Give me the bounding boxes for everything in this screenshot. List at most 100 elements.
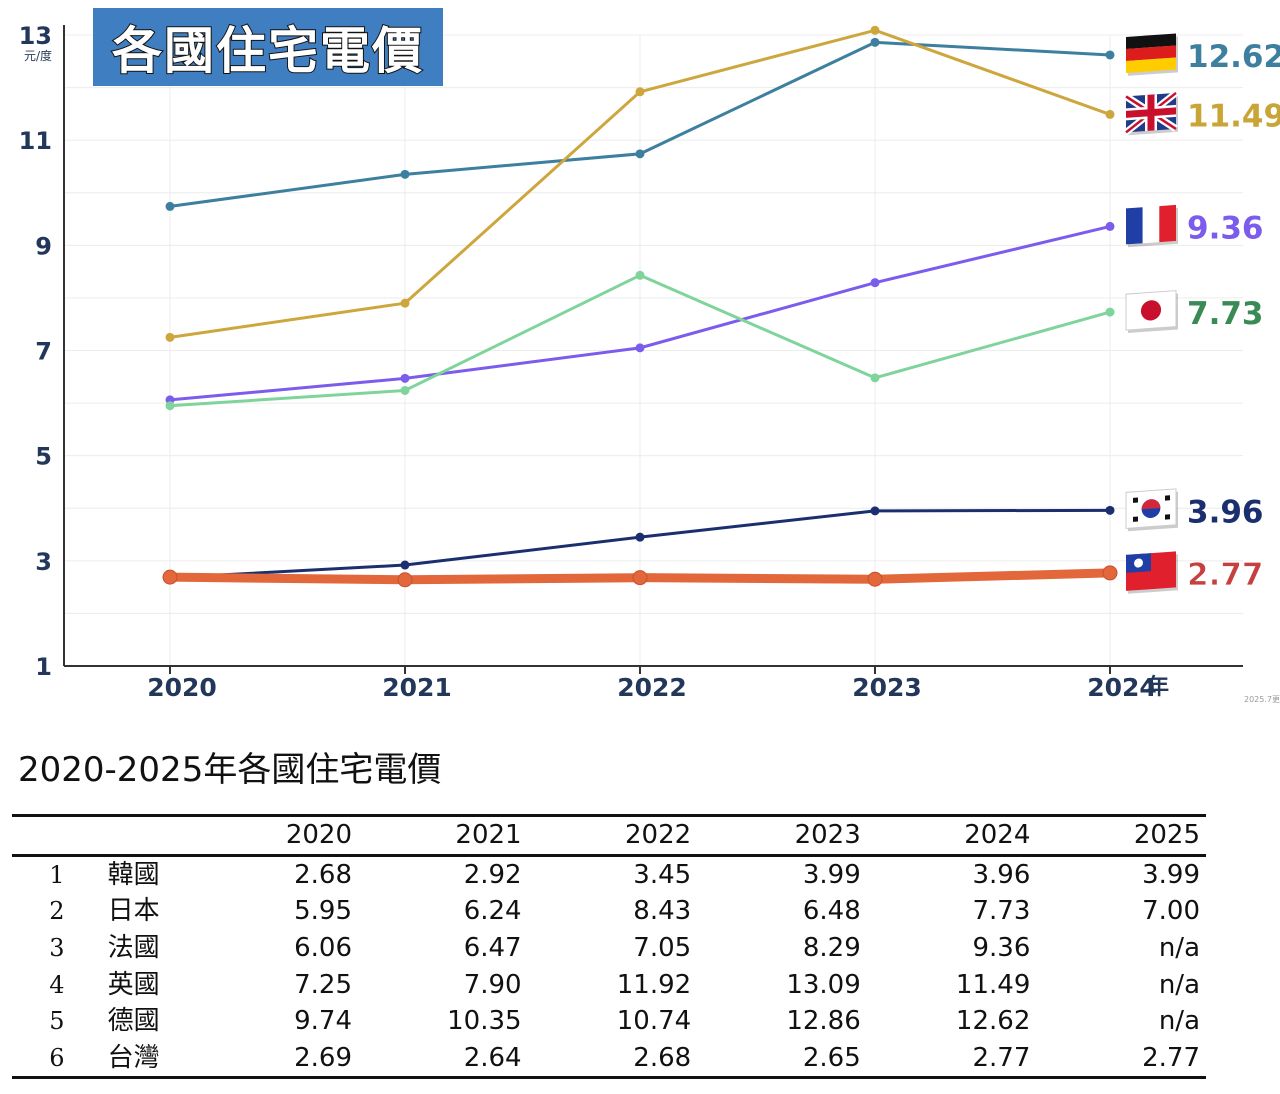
header-country bbox=[102, 816, 218, 856]
price-cell: 2.77 bbox=[1142, 1042, 1200, 1073]
data-point bbox=[635, 87, 645, 97]
data-point bbox=[870, 25, 880, 35]
table-header-row: 2020 2021 2022 2023 2024 2025 bbox=[12, 815, 1206, 856]
price-cell: 9.74 bbox=[294, 1006, 352, 1037]
data-point bbox=[635, 343, 645, 353]
header-year: 2024 bbox=[964, 820, 1031, 851]
row-index: 1 bbox=[49, 860, 65, 889]
price-cell: 7.00 bbox=[1142, 896, 1200, 927]
y-tick-label: 11 bbox=[19, 127, 52, 155]
data-point bbox=[870, 373, 880, 383]
price-cell: n/a bbox=[1158, 969, 1200, 1000]
header-year: 2020 bbox=[285, 820, 352, 851]
y-tick-label: 3 bbox=[35, 548, 52, 576]
germany-flag-icon bbox=[1126, 33, 1178, 76]
price-cell: 7.90 bbox=[463, 969, 522, 1000]
data-point bbox=[635, 270, 645, 280]
table-row: 3 法國 6.06 6.47 7.05 8.29 9.36 n/a bbox=[12, 930, 1206, 967]
data-point bbox=[400, 385, 410, 395]
data-point bbox=[165, 201, 175, 211]
price-cell: 6.47 bbox=[463, 933, 522, 964]
price-cell: 8.29 bbox=[802, 933, 861, 964]
x-tick-label: 2024 bbox=[1087, 673, 1157, 702]
price-cell: 3.96 bbox=[972, 859, 1031, 890]
data-point bbox=[870, 37, 880, 47]
table-row: 4 英國 7.25 7.90 11.92 13.09 11.49 n/a bbox=[12, 966, 1206, 1003]
y-tick-label: 13 bbox=[19, 22, 52, 50]
flag-trigram bbox=[1165, 514, 1170, 520]
data-point bbox=[1105, 307, 1115, 317]
end-value-label: 2.77 bbox=[1187, 557, 1264, 593]
gridlines bbox=[64, 34, 1243, 667]
update-note: 2025.7更 bbox=[1244, 695, 1280, 704]
taiwan-flag-icon bbox=[1126, 551, 1178, 594]
price-cell: 2.92 bbox=[463, 859, 522, 890]
flag-stripe bbox=[1126, 57, 1176, 73]
korea-flag-icon bbox=[1125, 488, 1178, 532]
country-name: 英國 bbox=[107, 969, 160, 1000]
price-cell: 2.64 bbox=[463, 1042, 522, 1073]
x-axis-unit: 年 bbox=[1147, 674, 1169, 700]
row-index: 5 bbox=[49, 1007, 65, 1036]
country-name: 韓國 bbox=[107, 859, 160, 890]
end-labels: 12.62 11.49 9.36 7.73 3.96 2.77 bbox=[1123, 33, 1280, 594]
table-row: 2 日本 5.95 6.24 8.43 6.48 7.73 7.00 bbox=[12, 893, 1206, 930]
row-index: 6 bbox=[49, 1043, 65, 1072]
price-cell: 5.95 bbox=[294, 896, 352, 927]
data-point bbox=[1105, 50, 1115, 60]
series-layer bbox=[162, 25, 1118, 588]
flag-stripe bbox=[1126, 207, 1143, 245]
uk-flag-icon bbox=[1123, 90, 1179, 136]
end-value-label: 9.36 bbox=[1187, 210, 1264, 246]
country-name: 日本 bbox=[107, 896, 160, 927]
price-cell: 10.74 bbox=[616, 1006, 692, 1037]
header-year: 2025 bbox=[1133, 820, 1200, 851]
price-cell: 7.73 bbox=[972, 896, 1031, 927]
price-cell: 6.48 bbox=[802, 896, 861, 927]
price-cell: 2.65 bbox=[802, 1042, 861, 1073]
price-cell: 2.77 bbox=[972, 1042, 1031, 1073]
price-cell: n/a bbox=[1158, 933, 1200, 964]
country-name: 德國 bbox=[107, 1006, 160, 1037]
price-cell: 10.35 bbox=[447, 1006, 522, 1037]
flag-sun bbox=[1134, 558, 1143, 568]
flag-stripe bbox=[1159, 204, 1176, 243]
japan-flag-icon bbox=[1125, 290, 1178, 333]
x-tick-label: 2022 bbox=[617, 673, 687, 702]
table-row: 5 德國 9.74 10.35 10.74 12.86 12.62 n/a bbox=[12, 1003, 1206, 1040]
flag-trigram bbox=[1133, 497, 1138, 503]
row-index: 4 bbox=[49, 970, 65, 999]
data-point bbox=[397, 572, 413, 588]
end-value-label: 11.49 bbox=[1187, 98, 1280, 134]
data-point bbox=[400, 169, 410, 179]
row-index: 2 bbox=[49, 897, 65, 926]
chart-title: 各國住宅電價 bbox=[111, 21, 424, 81]
price-cell: 2.68 bbox=[633, 1042, 692, 1073]
country-name: 台灣 bbox=[107, 1042, 160, 1073]
data-point bbox=[400, 298, 410, 308]
flag-trigram bbox=[1133, 516, 1138, 522]
header-year: 2022 bbox=[625, 820, 692, 851]
data-point bbox=[867, 571, 883, 587]
flag-taegeuk bbox=[1141, 499, 1161, 510]
data-point bbox=[635, 149, 645, 159]
y-tick-label: 5 bbox=[35, 443, 52, 471]
data-point bbox=[400, 373, 410, 383]
end-value-label: 12.62 bbox=[1187, 39, 1280, 75]
price-cell: 7.05 bbox=[633, 933, 692, 964]
header-year: 2023 bbox=[794, 820, 861, 851]
data-point bbox=[635, 532, 645, 542]
data-point bbox=[1105, 221, 1115, 231]
x-tick-label: 2021 bbox=[382, 673, 452, 702]
data-point bbox=[1105, 505, 1115, 515]
country-name: 法國 bbox=[107, 933, 160, 964]
price-cell: 13.09 bbox=[786, 969, 861, 1000]
header-idx bbox=[12, 816, 102, 856]
table-row: 6 台灣 2.69 2.64 2.68 2.65 2.77 2.77 bbox=[12, 1040, 1206, 1078]
price-cell: 11.49 bbox=[955, 969, 1031, 1000]
data-point bbox=[870, 278, 880, 288]
price-cell: 12.62 bbox=[955, 1006, 1031, 1037]
flag-sun bbox=[1140, 300, 1162, 321]
table-title: 2020-2025年各國住宅電價 bbox=[18, 750, 442, 790]
